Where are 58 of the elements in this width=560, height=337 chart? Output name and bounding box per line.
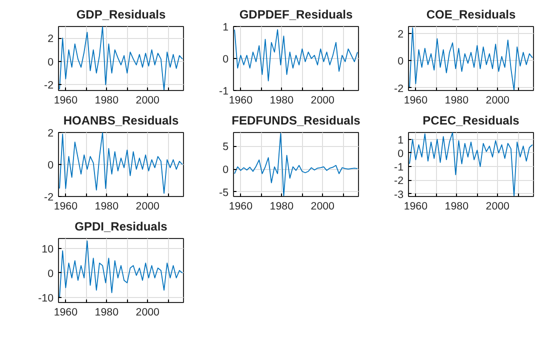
x-tick-label: 1960 (228, 94, 253, 106)
line-series (234, 29, 358, 82)
y-tick-label: 1 (398, 134, 404, 146)
x-tick-label: 1980 (444, 94, 469, 106)
x-tick-label: 2000 (486, 94, 510, 106)
x-tick-label: 1980 (444, 200, 469, 212)
y-tick-label: 2 (48, 33, 54, 46)
line-series (59, 26, 183, 90)
chart-title: PCEC_Residuals (422, 114, 520, 128)
y-tick-label: 5 (222, 141, 229, 154)
y-tick-label: 0 (48, 56, 54, 68)
chart-title: HOANBS_Residuals (63, 114, 180, 128)
y-tick-label: 2 (48, 128, 54, 140)
x-tick-label: 2000 (310, 94, 335, 106)
chart-title: FEDFUNDS_Residuals (232, 114, 361, 128)
chart-title: GPDI_Residuals (74, 220, 168, 234)
x-tick-label: 2000 (136, 94, 160, 106)
chart-title: COE_Residuals (426, 8, 516, 22)
line-series (59, 240, 183, 298)
y-tick-label: 0 (48, 160, 54, 172)
line-series (234, 132, 358, 196)
y-tick-label: -2 (394, 175, 404, 188)
y-tick-label: 0 (48, 268, 54, 280)
y-tick-label: -1 (219, 86, 229, 98)
line-series (59, 132, 183, 194)
chart-title: GDP_Residuals (76, 8, 166, 22)
x-tick-label: 1960 (404, 200, 428, 212)
x-tick-label: 1960 (54, 94, 78, 106)
x-tick-label: 1960 (54, 200, 78, 212)
chart-title: GDPDEF_Residuals (239, 8, 354, 22)
y-tick-label: 0 (398, 148, 404, 160)
x-tick-label: 2000 (310, 200, 335, 212)
x-tick-label: 1980 (94, 200, 119, 212)
x-tick-label: 1960 (404, 94, 428, 106)
y-tick-label: -5 (219, 186, 229, 199)
x-tick-label: 2000 (486, 200, 510, 212)
line-series (409, 27, 533, 90)
y-tick-label: 10 (42, 243, 54, 256)
line-series (409, 132, 533, 196)
x-tick-label: 1960 (228, 200, 253, 212)
y-tick-label: -2 (394, 82, 404, 95)
y-tick-label: 0 (222, 54, 229, 66)
y-tick-label: -1 (394, 162, 404, 174)
y-tick-label: -10 (38, 292, 54, 305)
y-tick-label: -2 (44, 80, 54, 92)
x-tick-label: 2000 (136, 306, 160, 318)
x-tick-label: 1960 (54, 306, 78, 318)
x-tick-label: 1980 (94, 94, 119, 106)
y-tick-label: 1 (222, 22, 229, 34)
y-tick-label: -3 (394, 188, 404, 201)
y-tick-label: 2 (398, 28, 404, 40)
y-tick-label: 0 (222, 164, 229, 176)
x-tick-label: 1980 (270, 94, 294, 106)
x-tick-label: 2000 (136, 200, 160, 212)
x-tick-label: 1980 (270, 200, 294, 212)
y-tick-label: 0 (398, 56, 404, 68)
x-tick-label: 1980 (94, 306, 119, 318)
y-tick-label: -2 (44, 192, 54, 204)
